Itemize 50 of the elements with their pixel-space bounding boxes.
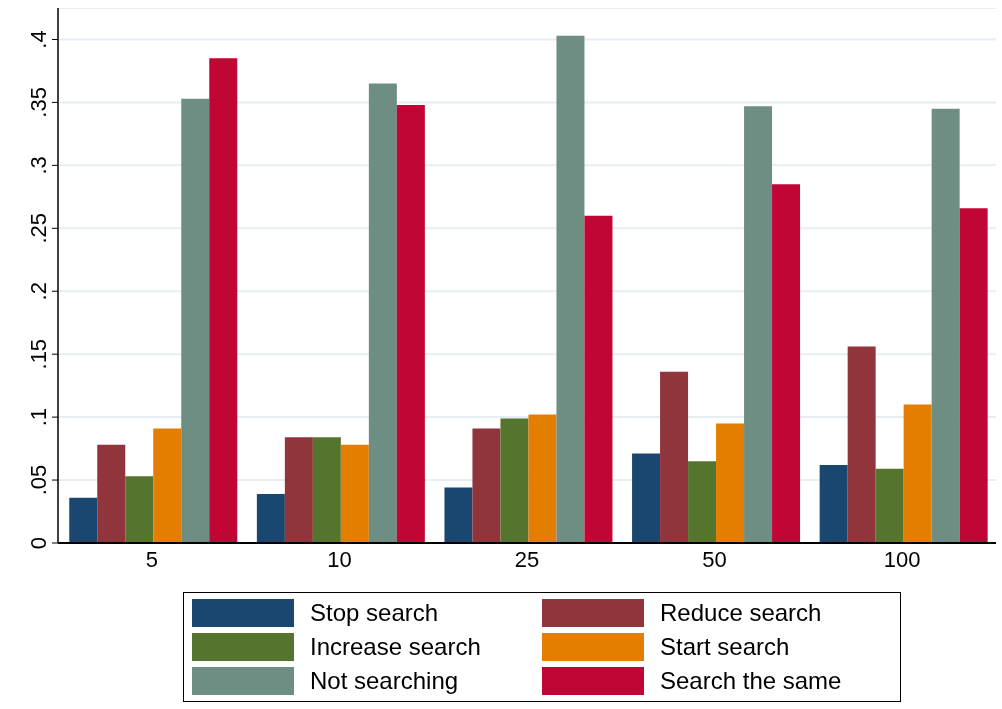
bar	[181, 98, 210, 543]
y-tick-label: .25	[26, 213, 51, 244]
bar	[284, 437, 313, 543]
legend-label: Search the same	[660, 667, 842, 695]
legend-label: Start search	[660, 633, 790, 661]
bar	[903, 404, 932, 543]
bar	[97, 444, 126, 543]
bar	[847, 346, 876, 543]
legend-label: Reduce search	[660, 599, 822, 627]
bar	[396, 104, 425, 543]
bar	[660, 371, 689, 543]
bar	[69, 497, 98, 543]
bar	[256, 493, 285, 543]
legend-label: Stop search	[310, 599, 439, 627]
y-tick-label: .1	[26, 407, 51, 427]
bar	[528, 414, 557, 543]
bar	[632, 453, 661, 543]
bar	[209, 58, 238, 543]
x-tick-label: 25	[514, 546, 540, 572]
bar	[931, 108, 960, 543]
y-tick-label: .05	[26, 464, 51, 496]
x-tick-label: 10	[327, 546, 352, 572]
y-tick-label: .15	[26, 338, 51, 370]
x-tick-label: 100	[883, 546, 921, 572]
bar	[340, 444, 369, 543]
y-tick-label: .35	[26, 87, 51, 118]
x-tick-label: 5	[145, 546, 158, 572]
bar	[368, 83, 397, 543]
bar	[688, 461, 717, 543]
x-tick-label: 50	[702, 546, 727, 572]
bar	[772, 184, 801, 543]
bar	[819, 464, 848, 543]
bar	[959, 208, 988, 543]
bar	[556, 35, 585, 543]
y-tick-label: .4	[26, 30, 51, 49]
bar	[875, 468, 904, 543]
y-tick-label: .3	[26, 156, 51, 175]
bar	[444, 487, 473, 543]
bar	[500, 418, 529, 543]
bar	[584, 215, 613, 543]
bar	[125, 476, 154, 543]
legend-label: Not searching	[310, 667, 459, 695]
bar	[153, 428, 182, 543]
y-tick-label: .2	[26, 282, 51, 301]
bar	[312, 437, 341, 543]
legend-label: Increase search	[310, 633, 481, 661]
bar	[716, 423, 745, 543]
y-tick-label: 0	[26, 536, 51, 550]
bar	[744, 106, 773, 543]
bar	[472, 428, 501, 543]
